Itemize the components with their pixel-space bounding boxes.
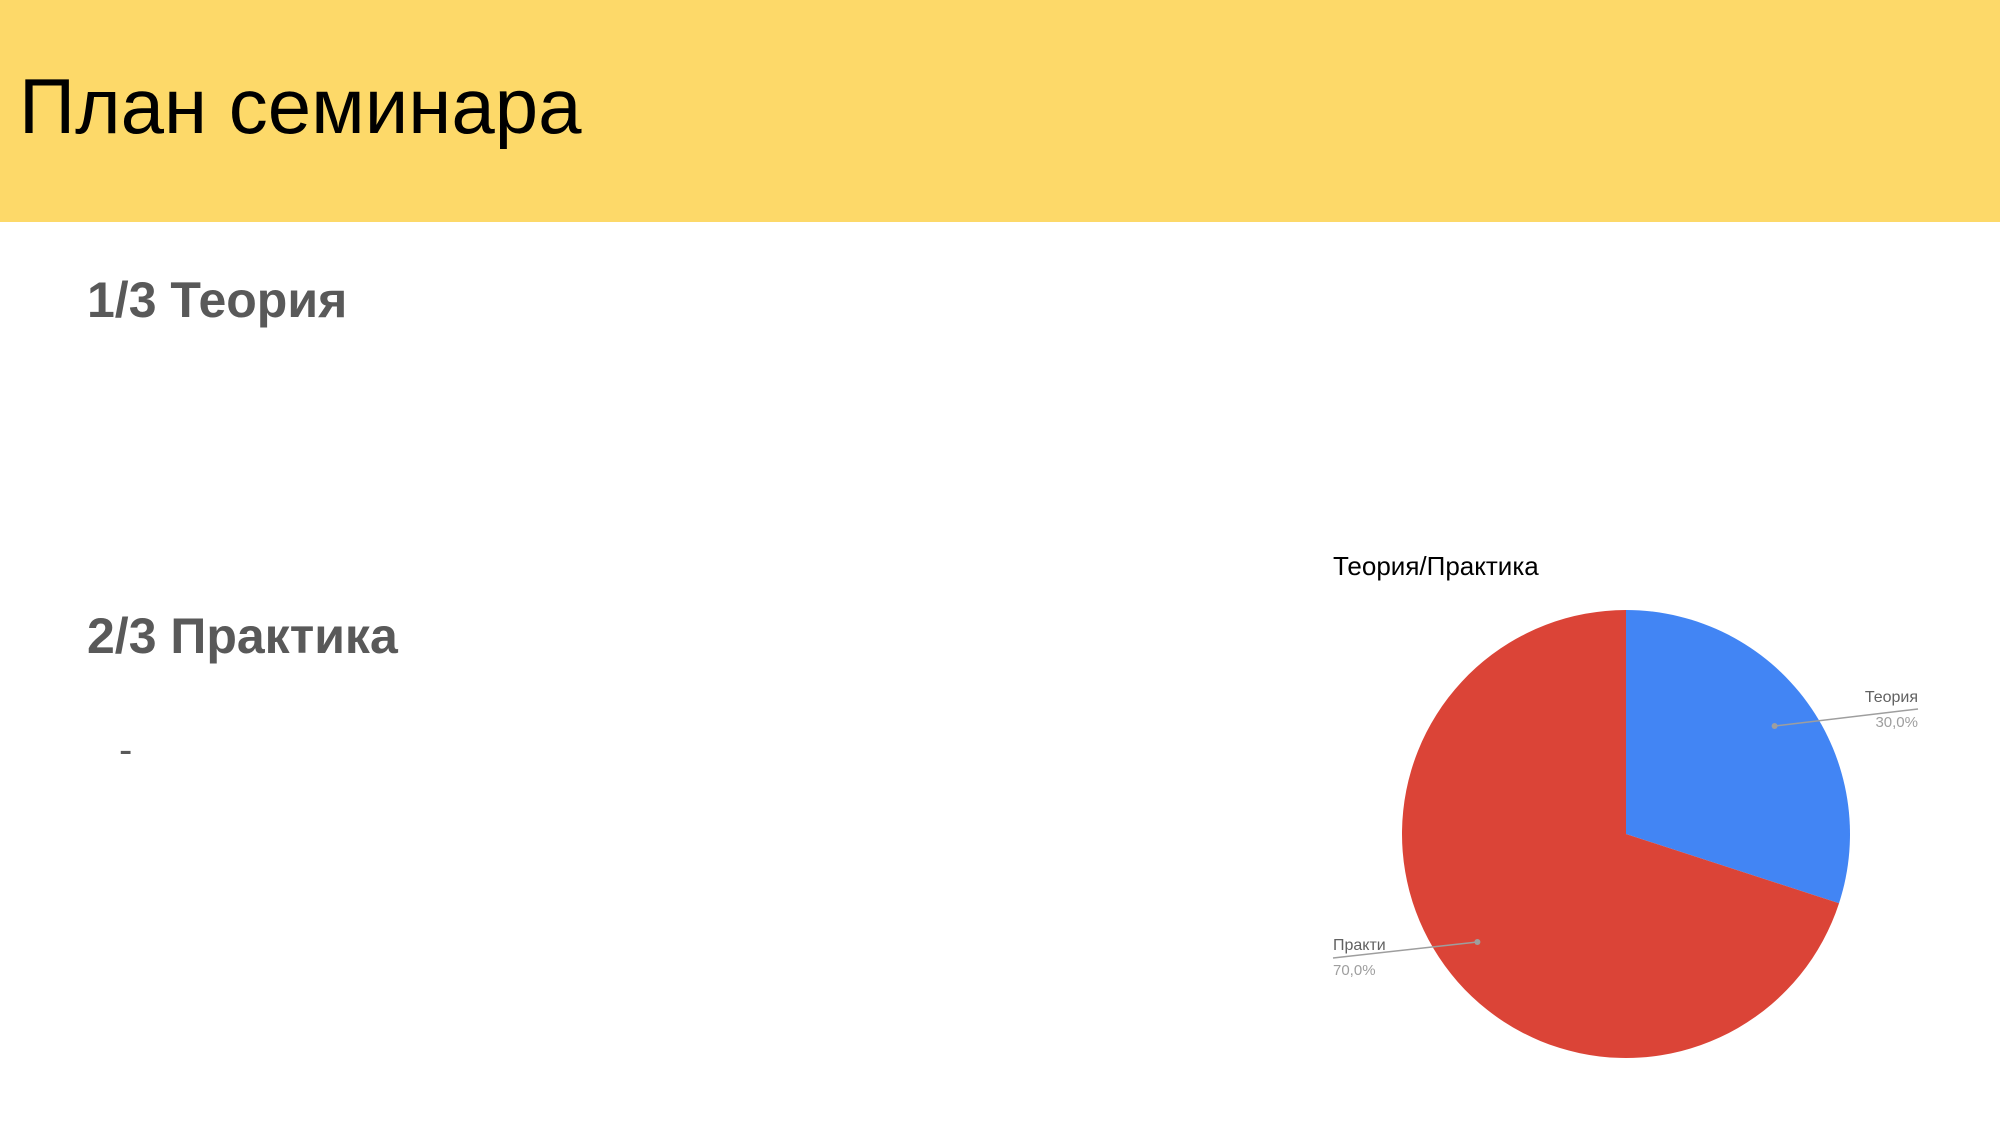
pie-leader-line-1 [1332, 941, 1478, 959]
pie-label-name-1: Практи [1333, 937, 1386, 954]
sub-bullet-dash: - [119, 728, 133, 772]
pie-slice-0 [1626, 610, 1850, 904]
pie-slice-1 [1402, 610, 1840, 1058]
point-practice: 2/3 Практика [87, 608, 398, 664]
header-band [0, 0, 2000, 222]
pie-chart: Теория/Практика Теория 30,0% Практи 70,0% [1300, 540, 1940, 1080]
pie-label-dot-1 [1474, 938, 1481, 945]
pie-label-name-0: Теория [1865, 689, 1918, 706]
pie-leader-line-0 [1774, 708, 1919, 727]
pie-chart-svg: Теория/Практика Теория 30,0% Практи 70,0% [1332, 551, 1919, 1058]
slide-title: План семинара [19, 62, 582, 150]
pie-label-dot-0 [1771, 723, 1778, 730]
chart-title: Теория/Практика [1333, 551, 1539, 581]
pie-label-value-1: 70,0% [1333, 962, 1376, 979]
pie-label-value-0: 30,0% [1875, 714, 1918, 731]
point-theory: 1/3 Теория [87, 272, 348, 328]
